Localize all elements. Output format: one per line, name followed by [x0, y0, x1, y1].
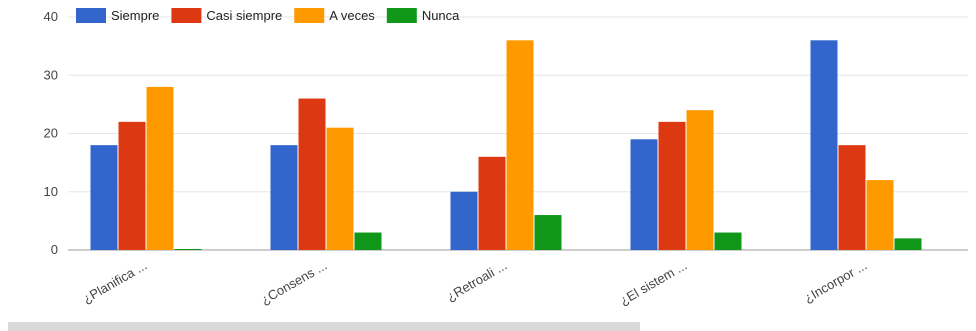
- legend-label: Nunca: [422, 8, 460, 23]
- bar: [450, 191, 478, 250]
- y-tick-label: 30: [44, 67, 58, 82]
- y-axis: 0 10 20 30 40: [44, 9, 58, 257]
- legend-label: Casi siempre: [206, 8, 282, 23]
- bar: [630, 139, 658, 250]
- bar: [354, 232, 382, 250]
- bar: [90, 145, 118, 250]
- legend-item: Nunca: [386, 8, 460, 23]
- bar: [298, 98, 326, 250]
- y-tick-label: 10: [44, 184, 58, 199]
- legend-label: A veces: [329, 8, 375, 23]
- bar: [714, 232, 742, 250]
- x-tick-label: ¿El sistem ...: [617, 258, 690, 309]
- x-tick-label: ¿Retroali ...: [444, 258, 510, 305]
- bar: [118, 121, 146, 250]
- bar: [810, 40, 838, 250]
- bars: [90, 40, 922, 251]
- bar: [326, 127, 354, 250]
- bar: [146, 86, 174, 251]
- horizontal-scrollbar[interactable]: [8, 322, 640, 331]
- legend-swatch: [76, 8, 106, 23]
- legend-swatch: [294, 8, 325, 23]
- y-tick-label: 40: [44, 9, 58, 24]
- bar: [270, 145, 298, 250]
- legend-label: Siempre: [111, 8, 159, 23]
- x-tick-label: ¿Planifica ...: [80, 258, 149, 307]
- legend-swatch: [171, 8, 202, 23]
- bar: [478, 156, 506, 250]
- x-tick-label: ¿Consens ...: [258, 258, 329, 308]
- bar: [506, 40, 534, 250]
- y-tick-label: 20: [44, 126, 58, 141]
- bar: [838, 145, 866, 250]
- legend: Siempre Casi siempre A veces Nunca: [76, 8, 460, 23]
- legend-item: A veces: [294, 8, 375, 23]
- bar: [534, 215, 562, 250]
- y-tick-label: 0: [51, 242, 58, 257]
- legend-item: Casi siempre: [171, 8, 282, 23]
- bar: [894, 238, 922, 250]
- bar: [686, 110, 714, 250]
- x-tick-label: ¿Incorpor ...: [801, 258, 869, 306]
- x-axis-labels: ¿Planifica ... ¿Consens ... ¿Retroali ... ¿…: [80, 258, 869, 309]
- legend-swatch: [386, 8, 417, 23]
- bar: [866, 180, 894, 250]
- legend-item: Siempre: [76, 8, 159, 23]
- bar: [174, 249, 202, 250]
- bar: [658, 121, 686, 250]
